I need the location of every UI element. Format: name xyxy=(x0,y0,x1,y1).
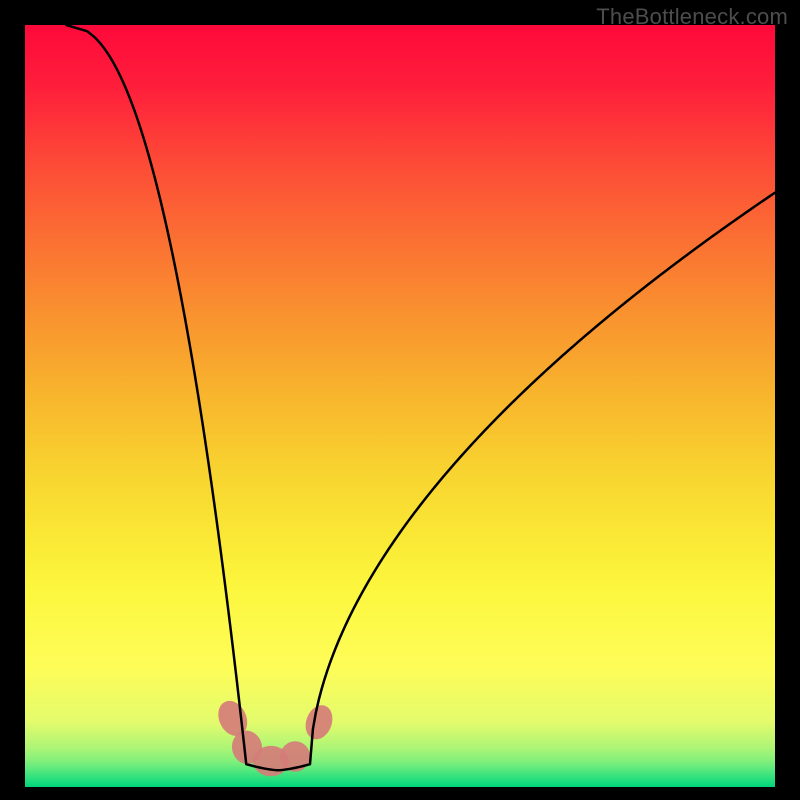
chart-svg xyxy=(25,25,775,787)
watermark-text: TheBottleneck.com xyxy=(596,4,788,30)
plot-area xyxy=(25,25,775,787)
chart-frame xyxy=(0,0,800,800)
